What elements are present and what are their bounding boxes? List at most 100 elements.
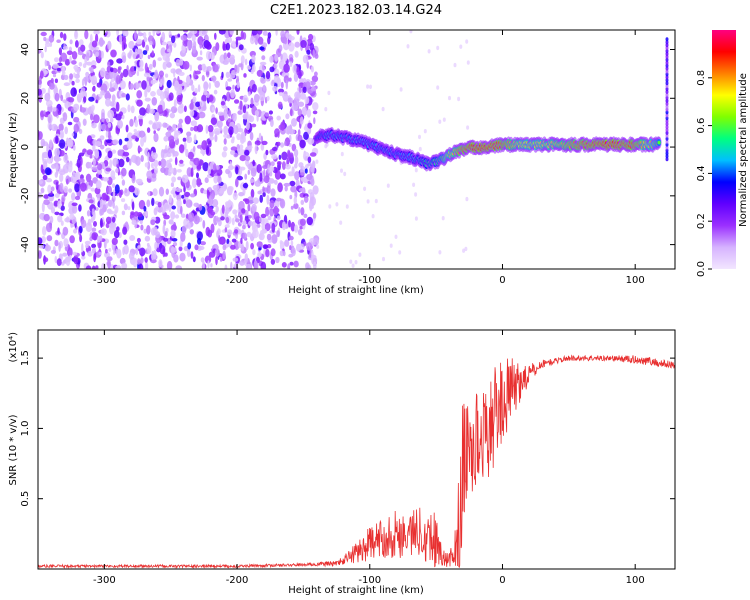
spectrogram-cell — [132, 174, 136, 181]
spectrogram-cell — [222, 244, 227, 251]
spectrogram-cell — [306, 216, 313, 226]
spectrogram-cell — [251, 64, 256, 73]
spectrogram-cell — [230, 146, 238, 151]
colorbar: 0.0 0.2 0.4 0.6 0.8 Normalized spectral ampl… — [696, 30, 749, 277]
spectrogram-cell — [230, 261, 233, 269]
spectrogram-cell — [412, 182, 416, 187]
spectrogram-cell — [92, 247, 96, 254]
snr-y-label: SNR (10 * v/v) — [8, 414, 19, 485]
spectrogram-cell — [70, 87, 77, 97]
spectrogram-cell — [229, 30, 235, 35]
spectrogram-cell — [69, 235, 75, 244]
spectrogram-cell — [238, 192, 245, 197]
spectrogram-cell — [201, 74, 205, 82]
spectrogram-cell — [217, 111, 224, 116]
spectrogram-cell — [183, 60, 190, 70]
spectrogram-cell — [414, 216, 418, 221]
spectrogram-cell — [464, 246, 468, 252]
spectrogram-cell — [270, 119, 274, 127]
spectrogram-cell — [159, 91, 166, 101]
spectrogram-cell — [144, 62, 148, 73]
spectrogram-cell — [250, 97, 254, 105]
spectrogram-cell — [183, 105, 187, 113]
spectrogram-cell — [146, 103, 151, 114]
spectrogram-cell — [285, 163, 291, 170]
spectrogram-cell — [226, 229, 233, 236]
spectrogram-cell — [73, 254, 79, 265]
spectrogram-cell — [302, 54, 309, 64]
spectrogram-cell — [304, 168, 308, 174]
spectrogram-cell — [197, 64, 203, 71]
spectrogram-cell — [60, 94, 64, 102]
spectrogram-cell — [198, 111, 206, 119]
spectrogram-cell — [127, 206, 131, 211]
spectrogram-cell — [239, 166, 246, 171]
spectrogram-cell — [85, 265, 92, 269]
spectrogram-cell — [223, 184, 228, 190]
spectrogram-cell — [300, 92, 306, 100]
spectrogram-cell — [465, 39, 469, 44]
spectrogram-cell — [291, 143, 297, 152]
spectrogram-cell — [289, 261, 294, 266]
spectrogram-cell — [215, 107, 218, 114]
spectrogram-cell — [227, 37, 233, 43]
spectrogram-cell — [414, 192, 418, 197]
spectrogram-cell — [260, 78, 266, 84]
spectrogram-cell — [300, 176, 306, 182]
spectrogram-cell — [89, 33, 93, 43]
spectrogram-cell — [280, 173, 286, 180]
spectrogram-cell — [121, 179, 126, 186]
snr-series-line — [38, 354, 675, 569]
spectrogram-cell — [60, 205, 65, 211]
spectrogram-cell — [98, 122, 102, 132]
spectrogram-cell — [176, 169, 182, 173]
spectrogram-cell — [139, 107, 146, 116]
spectrogram-cell — [245, 263, 252, 269]
spectrogram-cell — [91, 166, 99, 172]
spectrogram-cell — [262, 192, 266, 197]
spectrogram-cell — [131, 249, 137, 254]
spectrogram-cell — [266, 185, 271, 194]
spectrogram-cell — [327, 90, 331, 96]
spectrogram-cell — [152, 188, 158, 197]
spectrogram-cell — [215, 42, 220, 52]
spectrogram-cell — [340, 151, 344, 157]
spectrogram-cell — [119, 34, 123, 44]
spectrogram-cell — [264, 112, 270, 117]
spectrogram-cell — [152, 59, 157, 68]
spectrogram-cell — [135, 247, 139, 256]
spectrogram-cell — [114, 184, 120, 194]
spectrogram-cell — [259, 172, 263, 182]
spectrogram-cell — [381, 106, 385, 112]
spectrogram-cell — [97, 163, 103, 171]
spectrogram-cell — [195, 101, 201, 108]
spectrogram-cell — [325, 142, 329, 147]
spectrogram-cell — [303, 241, 307, 246]
spectrogram-cell — [291, 247, 296, 257]
spectrogram-cell — [288, 77, 292, 82]
snr-x-label: Height of straight line (km) — [288, 585, 424, 596]
spectrogram-cell — [225, 216, 230, 224]
spectrogram-cell — [293, 96, 300, 106]
spectrogram-cell — [457, 96, 461, 102]
spectrogram-cell — [68, 188, 73, 193]
spectrogram-cell — [73, 123, 80, 133]
spectrogram-cell — [244, 253, 249, 264]
spectrogram-cell — [101, 90, 105, 96]
spectrogram-cell — [232, 43, 237, 48]
spectrogram-cell — [298, 188, 305, 192]
spectrogram-cell — [247, 145, 253, 150]
spectrogram-cell — [101, 123, 107, 132]
spectrogram-cell — [162, 61, 167, 70]
spectrogram-cell — [140, 155, 144, 162]
spectrogram-cell — [107, 130, 111, 140]
spectrogram-cell — [108, 247, 112, 252]
spectrogram-cell — [57, 110, 62, 116]
spectrogram-edge-cell — [665, 69, 669, 74]
spectrogram-cell — [59, 31, 64, 39]
spectrogram-cell — [93, 114, 100, 124]
spectrogram-cell — [436, 85, 440, 90]
spectrogram-cell — [102, 177, 110, 182]
spectrogram-cell — [107, 109, 115, 119]
